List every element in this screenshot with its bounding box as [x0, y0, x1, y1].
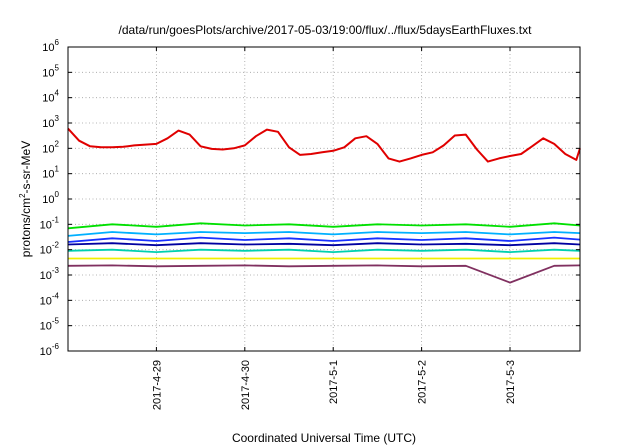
y-tick-label: 10-4	[40, 291, 60, 307]
y-tick-label: 106	[42, 38, 59, 54]
x-tick-label: 2017-4-30	[240, 360, 252, 410]
series-line-4	[67, 236, 581, 243]
y-tick-label: 10-6	[40, 342, 60, 358]
series-line-1	[67, 127, 581, 163]
grid-layer	[68, 47, 580, 351]
x-axis-label: Coordinated Universal Time (UTC)	[232, 431, 416, 445]
y-tick-label: 101	[42, 165, 59, 181]
y-axis-label-main: protons/cm	[19, 198, 33, 257]
y-axis-label-unit: -s-sr-MeV	[19, 141, 33, 194]
y-axis: 10-6 10-5 10-4 10-3 10-2 10-1 100 101 102 103 104 1…	[40, 38, 580, 358]
series-line-3	[67, 231, 581, 237]
y-tick-label: 10-2	[40, 241, 60, 257]
series-line-2	[67, 222, 581, 230]
y-axis-label-superscript: 2	[18, 193, 27, 198]
y-tick-label: 102	[42, 139, 59, 155]
y-axis-label: protons/cm2-s-sr-MeV	[18, 141, 33, 257]
series-line-5	[67, 242, 581, 247]
chart-title: /data/run/goesPlots/archive/2017-05-03/1…	[119, 23, 533, 37]
y-tick-label: 105	[42, 63, 59, 79]
x-tick-label: 2017-5-2	[417, 360, 429, 404]
x-tick-label: 2017-5-3	[505, 360, 517, 404]
y-tick-label: 103	[42, 114, 59, 130]
series-line-8	[67, 264, 581, 284]
series-layer	[67, 127, 581, 284]
x-axis: 2017-4-29 2017-4-30 2017-5-1 2017-5-2 2017-5…	[151, 47, 517, 410]
x-tick-label: 2017-4-29	[151, 360, 163, 410]
y-tick-label: 10-1	[40, 215, 60, 231]
y-tick-label: 104	[42, 89, 59, 105]
y-tick-label: 10-3	[40, 266, 60, 282]
y-tick-label: 10-5	[40, 317, 60, 333]
series-line-6	[67, 248, 581, 254]
x-tick-label: 2017-5-1	[328, 360, 340, 404]
y-tick-label: 100	[42, 190, 59, 206]
